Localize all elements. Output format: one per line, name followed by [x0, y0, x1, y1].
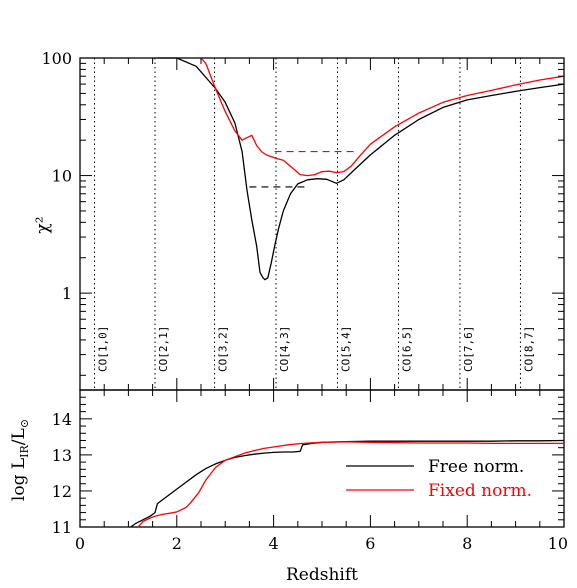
lum-ytick-label-12: 12: [52, 482, 72, 501]
co-marker-label-3: CO[4,3]: [278, 326, 291, 372]
chi2-panel-frame: [79, 57, 565, 391]
luminosity-ylabel-text: log LIR/L⊙: [9, 419, 31, 501]
luminosity-ylabel: log LIR/L⊙: [9, 419, 31, 501]
luminosity-series-line-0: [130, 439, 565, 528]
xtick-label-10: 10: [548, 534, 568, 553]
chi2-ylabel: χ²: [33, 216, 53, 233]
chi2-axis-ticks: 1 10 100: [41, 49, 565, 390]
chi2-dashed-levels: [249, 150, 356, 188]
chi2-panel: CO[1,0] CO[2,1] CO[3,2] CO[4,3] CO[5,4] CO[6,…: [33, 49, 565, 391]
lum-ytick-label-13: 13: [52, 446, 72, 465]
co-marker-label-4: CO[5,4]: [339, 326, 352, 372]
xtick-label-4: 4: [269, 534, 279, 553]
luminosity-series-line-1: [137, 441, 564, 528]
co-line-markers: CO[1,0] CO[2,1] CO[3,2] CO[4,3] CO[5,4] CO[6,…: [94, 58, 535, 390]
chi2-series-line-1: [200, 57, 565, 177]
co-marker-label-0: CO[1,0]: [97, 326, 110, 372]
co-marker-label-5: CO[6,5]: [400, 326, 413, 372]
co-marker-label-1: CO[2,1]: [157, 326, 170, 372]
xtick-label-6: 6: [365, 534, 375, 553]
legend-label-1: Fixed norm.: [428, 481, 532, 501]
luminosity-axis-ticks: 11 12 13 14 0 2 4 6 8 10: [52, 389, 568, 553]
co-marker-label-7: CO[8,7]: [522, 326, 535, 372]
lum-ytick-label-11: 11: [52, 518, 72, 537]
xtick-label-0: 0: [75, 534, 85, 553]
luminosity-panel: 11 12 13 14 0 2 4 6 8 10 log LIR/L⊙ Redshift Free…: [9, 389, 568, 585]
x-axis-label: Redshift: [286, 565, 358, 585]
chi2-ytick-label-100: 100: [41, 49, 72, 68]
legend-label-0: Free norm.: [428, 457, 524, 477]
xtick-label-2: 2: [172, 534, 182, 553]
xtick-label-8: 8: [462, 534, 472, 553]
luminosity-series: [130, 439, 565, 528]
co-marker-label-6: CO[7,6]: [462, 326, 475, 372]
chi2-series-line-0: [157, 57, 565, 281]
chi2-ytick-label-1: 1: [62, 284, 72, 303]
chi2-ytick-label-10: 10: [52, 167, 72, 186]
chi2-series: [157, 57, 565, 281]
lum-ytick-label-14: 14: [52, 410, 72, 429]
legend: Free norm. Fixed norm.: [346, 457, 532, 501]
co-marker-label-2: CO[3,2]: [217, 326, 230, 372]
